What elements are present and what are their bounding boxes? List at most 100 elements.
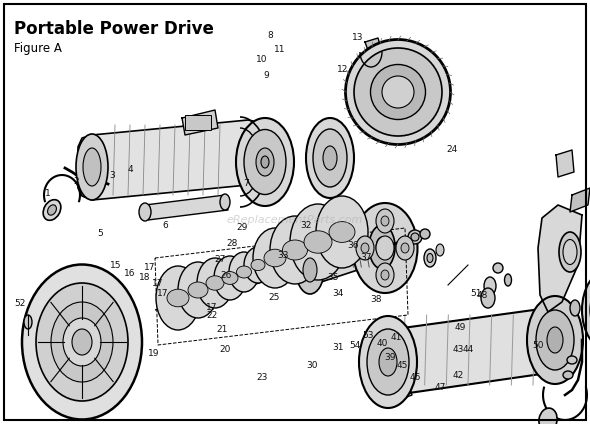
- Polygon shape: [145, 195, 228, 220]
- Ellipse shape: [376, 237, 388, 257]
- Ellipse shape: [381, 216, 389, 226]
- Ellipse shape: [424, 249, 436, 267]
- Ellipse shape: [382, 76, 414, 108]
- Text: Portable Power Drive: Portable Power Drive: [14, 20, 214, 38]
- Text: 48: 48: [476, 292, 488, 301]
- Text: 1: 1: [45, 189, 51, 198]
- Ellipse shape: [43, 200, 61, 220]
- Ellipse shape: [236, 118, 294, 206]
- Ellipse shape: [72, 329, 92, 355]
- Ellipse shape: [346, 39, 451, 145]
- Text: 2: 2: [73, 178, 79, 187]
- Ellipse shape: [376, 263, 394, 287]
- Ellipse shape: [436, 244, 444, 256]
- Polygon shape: [570, 188, 590, 212]
- Text: 11: 11: [274, 45, 286, 55]
- Text: 47: 47: [434, 383, 445, 393]
- Ellipse shape: [156, 266, 200, 330]
- Ellipse shape: [376, 209, 394, 233]
- Ellipse shape: [381, 270, 389, 280]
- Ellipse shape: [76, 134, 108, 200]
- Ellipse shape: [481, 288, 495, 308]
- Text: 25: 25: [268, 293, 280, 302]
- Ellipse shape: [352, 203, 418, 293]
- Text: 17: 17: [144, 263, 156, 273]
- Ellipse shape: [220, 194, 230, 210]
- Ellipse shape: [244, 247, 272, 283]
- Text: 30: 30: [306, 362, 318, 371]
- Text: 28: 28: [227, 238, 238, 248]
- Ellipse shape: [24, 315, 32, 329]
- Ellipse shape: [244, 129, 286, 195]
- Ellipse shape: [354, 48, 442, 136]
- Bar: [185, 115, 211, 130]
- Ellipse shape: [493, 263, 503, 273]
- Ellipse shape: [356, 236, 374, 260]
- Ellipse shape: [139, 203, 151, 221]
- Text: 7: 7: [243, 179, 249, 187]
- Text: 45: 45: [396, 362, 408, 371]
- Text: 17: 17: [152, 279, 164, 287]
- Ellipse shape: [559, 232, 581, 272]
- Ellipse shape: [547, 327, 563, 353]
- Text: 31: 31: [332, 343, 344, 352]
- Text: 44: 44: [463, 346, 474, 354]
- Ellipse shape: [427, 254, 433, 262]
- Text: 17: 17: [206, 304, 218, 312]
- Text: 33: 33: [277, 251, 289, 260]
- Ellipse shape: [270, 216, 320, 284]
- Ellipse shape: [411, 233, 419, 241]
- Ellipse shape: [251, 259, 265, 271]
- Text: 32: 32: [300, 221, 312, 231]
- Ellipse shape: [83, 148, 101, 186]
- Ellipse shape: [570, 300, 580, 316]
- Ellipse shape: [253, 228, 297, 288]
- Text: 54: 54: [349, 341, 360, 351]
- Polygon shape: [556, 150, 574, 177]
- Ellipse shape: [316, 196, 368, 268]
- Text: 40: 40: [376, 338, 388, 348]
- Ellipse shape: [296, 246, 324, 294]
- Text: 26: 26: [220, 271, 232, 281]
- Ellipse shape: [369, 225, 395, 269]
- Text: 24: 24: [447, 145, 458, 154]
- Text: 19: 19: [148, 349, 160, 357]
- Text: 52: 52: [14, 298, 26, 307]
- Ellipse shape: [361, 243, 369, 253]
- Text: 20: 20: [219, 346, 231, 354]
- Ellipse shape: [304, 231, 332, 253]
- Text: 10: 10: [256, 56, 268, 64]
- Text: 51: 51: [470, 288, 482, 298]
- Ellipse shape: [379, 348, 397, 376]
- Ellipse shape: [36, 283, 128, 401]
- Ellipse shape: [329, 222, 355, 243]
- Text: 22: 22: [206, 312, 218, 321]
- Text: 6: 6: [162, 221, 168, 231]
- Text: 53: 53: [362, 332, 373, 340]
- Text: 21: 21: [217, 326, 228, 335]
- Text: 23: 23: [256, 374, 268, 382]
- Text: 39: 39: [384, 354, 396, 363]
- Ellipse shape: [536, 310, 574, 370]
- Ellipse shape: [484, 277, 496, 295]
- Text: 38: 38: [371, 296, 382, 304]
- Text: 27: 27: [214, 256, 226, 265]
- Ellipse shape: [206, 276, 224, 290]
- Ellipse shape: [303, 258, 317, 282]
- Ellipse shape: [306, 118, 354, 198]
- Text: 46: 46: [409, 374, 421, 382]
- Polygon shape: [78, 120, 262, 200]
- Ellipse shape: [214, 256, 246, 300]
- Text: 9: 9: [263, 72, 269, 81]
- Text: 18: 18: [139, 273, 151, 282]
- Ellipse shape: [237, 266, 251, 278]
- Text: 16: 16: [124, 268, 136, 277]
- Ellipse shape: [256, 148, 274, 176]
- Text: 29: 29: [237, 223, 248, 232]
- Ellipse shape: [386, 388, 394, 400]
- Ellipse shape: [197, 258, 233, 308]
- Text: 5: 5: [97, 229, 103, 237]
- Polygon shape: [388, 308, 555, 395]
- Polygon shape: [182, 110, 218, 135]
- Ellipse shape: [563, 240, 577, 265]
